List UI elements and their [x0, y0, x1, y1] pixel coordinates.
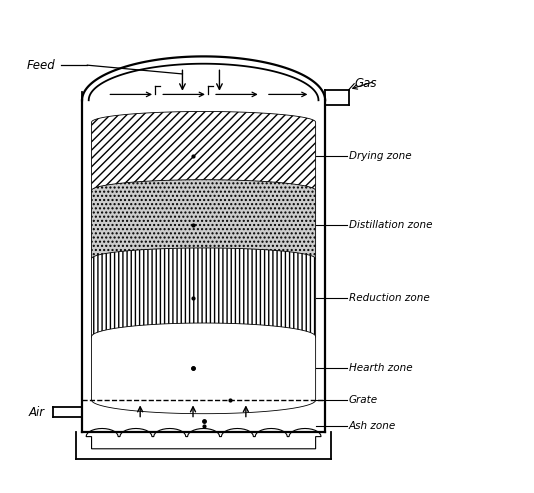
Text: Air: Air	[29, 406, 45, 419]
Polygon shape	[86, 428, 321, 449]
Polygon shape	[91, 111, 316, 201]
Polygon shape	[91, 323, 316, 414]
Text: Reduction zone: Reduction zone	[349, 293, 430, 303]
Text: Grate: Grate	[349, 395, 378, 405]
Text: Drying zone: Drying zone	[349, 151, 412, 161]
Text: Feed: Feed	[27, 59, 56, 71]
Text: Gas: Gas	[354, 77, 376, 90]
Polygon shape	[91, 248, 316, 348]
Text: Hearth zone: Hearth zone	[349, 363, 413, 373]
Text: Distillation zone: Distillation zone	[349, 219, 433, 230]
Text: Ash zone: Ash zone	[349, 421, 396, 431]
Polygon shape	[91, 180, 316, 269]
